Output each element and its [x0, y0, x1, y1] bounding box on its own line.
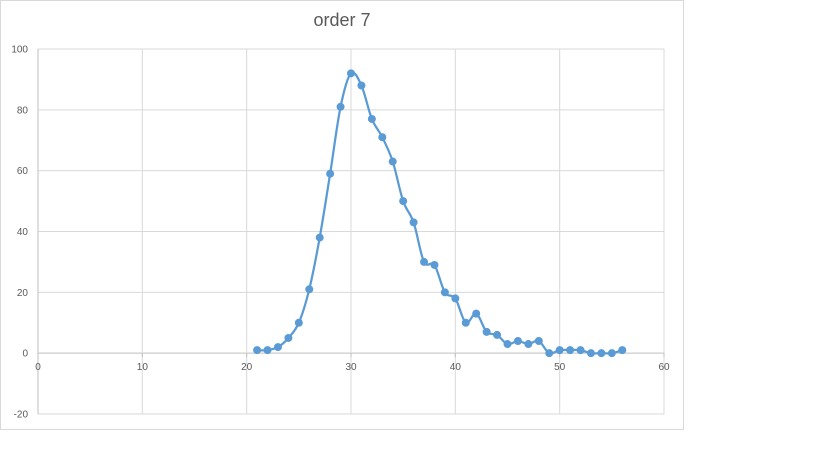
data-point [503, 340, 512, 349]
data-point [253, 346, 262, 355]
data-point [545, 349, 554, 358]
y-tick-label: 20 [17, 288, 29, 299]
x-tick-label: 40 [450, 362, 462, 373]
x-tick-labels: 0 10 20 30 40 50 60 [35, 362, 670, 373]
x-tick-label: 30 [345, 362, 357, 373]
data-point [305, 285, 314, 294]
data-point [263, 346, 272, 355]
data-point [315, 233, 324, 242]
x-tick-label: 10 [137, 362, 149, 373]
y-tick-label: 0 [22, 349, 28, 360]
chart-title: order 7 [313, 10, 371, 30]
data-point [461, 318, 470, 327]
data-point [378, 133, 387, 142]
data-point [493, 330, 502, 339]
data-point [336, 102, 345, 111]
data-point [586, 349, 595, 358]
data-point [451, 294, 460, 303]
data-point [284, 333, 293, 342]
data-point [482, 327, 491, 336]
x-tick-label: 20 [241, 362, 253, 373]
gridlines [37, 48, 665, 415]
y-tick-label: 60 [17, 166, 29, 177]
data-point [294, 318, 303, 327]
data-point [430, 260, 439, 269]
data-point [513, 337, 522, 345]
x-tick-label: 0 [35, 362, 41, 373]
y-tick-labels: -20 0 20 40 60 80 100 [11, 45, 28, 421]
data-point [566, 346, 575, 355]
data-point [357, 81, 366, 90]
y-tick-label: 80 [17, 105, 29, 116]
data-point [440, 288, 449, 297]
data-point [555, 346, 564, 355]
data-point [388, 157, 397, 166]
data-point [472, 309, 481, 318]
chart-frame [0, 0, 684, 430]
series-group [253, 69, 627, 358]
data-point [409, 218, 418, 227]
data-point [420, 257, 429, 266]
y-tick-label: 40 [17, 227, 29, 238]
data-point [534, 337, 543, 345]
data-point [326, 169, 335, 178]
data-point [399, 197, 408, 206]
data-point [273, 343, 282, 352]
data-point [347, 69, 355, 78]
data-point [524, 340, 533, 349]
series-line [257, 71, 623, 355]
x-tick-label: 60 [658, 362, 670, 373]
data-point [367, 114, 376, 123]
y-tick-label: -20 [14, 410, 29, 421]
data-point [607, 349, 616, 358]
y-tick-label: 100 [11, 45, 28, 56]
data-point [597, 349, 606, 358]
data-point [576, 346, 585, 355]
data-point [618, 346, 627, 355]
x-tick-label: 50 [554, 362, 566, 373]
